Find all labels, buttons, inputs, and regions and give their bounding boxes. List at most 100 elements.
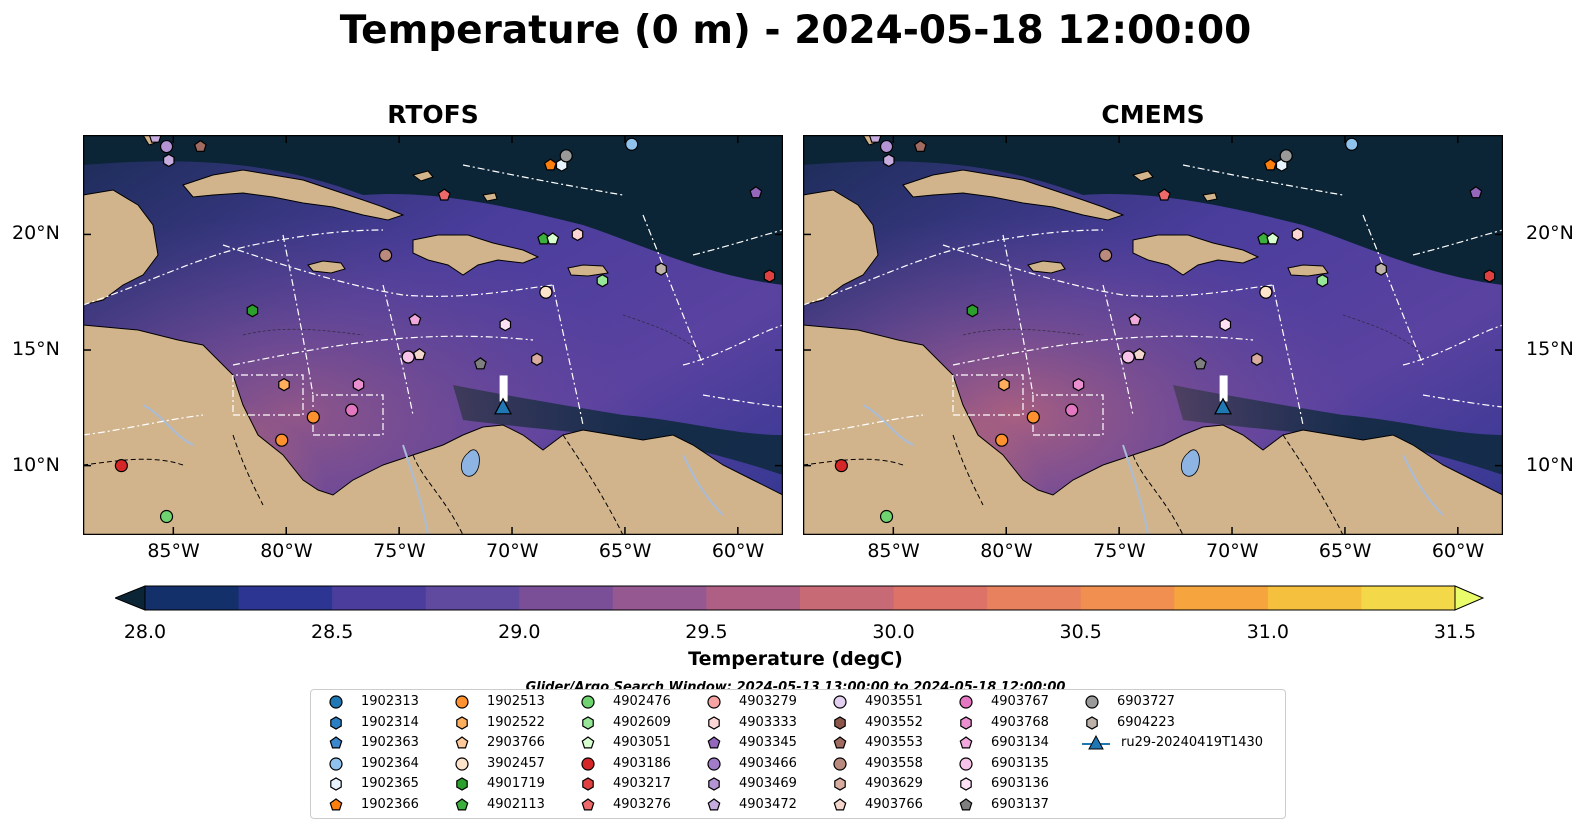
- legend-marker-icon: [581, 756, 595, 771]
- legend-marker-icon: [456, 715, 468, 730]
- float-marker: [543, 158, 557, 171]
- legend-marker-icon: [959, 695, 973, 709]
- float-marker: [499, 317, 512, 332]
- legend-item-label: 4903551: [865, 694, 923, 709]
- legend-item-label: 4903466: [739, 755, 797, 771]
- float-marker: [345, 403, 359, 417]
- legend-marker-icon: [833, 756, 847, 771]
- legend-marker-icon: [708, 715, 720, 730]
- colorbar-segment: [800, 586, 895, 610]
- float-marker: [1469, 186, 1483, 199]
- float-marker: [966, 304, 979, 318]
- float-marker: [559, 149, 573, 163]
- legend-marker-icon: [582, 715, 594, 730]
- float-marker: [378, 248, 393, 262]
- lon-tick-label: 80°W: [980, 540, 1033, 562]
- glider-marker: [494, 397, 512, 415]
- colorbar-segment: [1080, 586, 1175, 610]
- float-marker: [408, 313, 422, 326]
- float-marker: [571, 227, 584, 242]
- legend-item-label: 4903766: [865, 796, 923, 812]
- colorbar-tick-label: 28.5: [310, 621, 354, 643]
- legend: 1902313 1902314 1902363 1902364 1902365 19023…: [310, 689, 1286, 819]
- float-marker: [1065, 403, 1079, 417]
- legend-item-label: 6903136: [991, 776, 1049, 791]
- float-marker: [995, 433, 1009, 447]
- colorbar-segment: [1174, 586, 1269, 610]
- legend-item-label: 6903135: [991, 755, 1049, 771]
- colorbar-extend-max: [1454, 585, 1485, 611]
- float-marker: [1098, 248, 1113, 262]
- float-marker: [114, 459, 128, 473]
- lon-tick-label: 70°W: [1206, 540, 1259, 562]
- map-panel-cmems[interactable]: [803, 135, 1503, 535]
- float-marker: [1072, 378, 1085, 392]
- legend-item-label: 4903558: [865, 755, 923, 771]
- float-marker: [1128, 313, 1142, 326]
- float-marker: [834, 459, 848, 473]
- legend-item-label: 4901719: [487, 776, 545, 791]
- legend-marker-icon: [455, 797, 469, 810]
- legend-marker-icon: [833, 695, 847, 709]
- colorbar-segment: [706, 586, 801, 610]
- colorbar-label: Temperature (degC): [688, 648, 903, 670]
- float-marker: [1345, 137, 1359, 151]
- float-marker: [1251, 352, 1263, 366]
- legend-item-label: 1902366: [361, 796, 419, 812]
- lon-tick-label: 60°W: [711, 540, 765, 562]
- legend-marker-icon: [707, 695, 721, 709]
- colorbar-segment: [519, 586, 614, 610]
- float-marker: [1483, 269, 1496, 283]
- lat-tick-label-right: 10°N: [1526, 453, 1574, 476]
- legend-item-label: 1902364: [361, 755, 419, 771]
- colorbar-tick-label: 31.0: [1246, 621, 1289, 643]
- legend-item-label: 1902522: [487, 714, 545, 730]
- float-marker: [306, 410, 320, 424]
- float-marker: [159, 139, 174, 154]
- float-marker: [749, 186, 763, 199]
- float-marker: [546, 232, 560, 245]
- float-marker: [437, 188, 451, 201]
- legend-item-label: 4903276: [613, 796, 671, 812]
- float-marker: [1266, 232, 1280, 245]
- float-marker: [596, 274, 609, 288]
- float-marker: [879, 139, 894, 154]
- float-marker: [162, 153, 175, 168]
- legend-item-label: 4902609: [613, 714, 671, 730]
- float-marker: [763, 269, 776, 283]
- map-panel-rtofs[interactable]: [83, 135, 783, 535]
- float-marker: [473, 357, 487, 370]
- lat-tick-label-left: 15°N: [12, 338, 60, 361]
- legend-marker-icon: [1085, 695, 1099, 709]
- colorbar-tick-label: 29.5: [685, 621, 728, 643]
- legend-marker-icon: [1086, 715, 1098, 730]
- legend-item-label: 4903629: [865, 776, 923, 791]
- colorbar-segment: [425, 586, 520, 610]
- legend-item-label: 3902457: [487, 755, 545, 771]
- legend-item-label: 4903767: [991, 694, 1049, 709]
- legend-marker-icon: [455, 756, 469, 771]
- float-marker: [879, 509, 894, 524]
- legend-item-label: 6903137: [991, 796, 1049, 812]
- lat-tick-label-right: 15°N: [1526, 338, 1574, 361]
- float-marker: [275, 433, 289, 447]
- legend-marker-icon: [330, 777, 342, 791]
- lon-tick-label: 85°W: [867, 540, 920, 562]
- float-marker: [1219, 317, 1232, 332]
- legend-item-label: 4902476: [613, 694, 671, 709]
- legend-item-label: 1902365: [361, 776, 419, 791]
- legend-marker-icon: [329, 797, 343, 810]
- legend-marker-icon: [581, 736, 595, 749]
- legend-marker-icon: [330, 715, 342, 730]
- float-marker: [1193, 357, 1207, 370]
- colorbar-segment: [332, 586, 427, 610]
- colorbar-extend-min: [115, 585, 146, 611]
- colorbar-tick-label: 29.0: [498, 621, 541, 643]
- colorbar-segment: [238, 586, 333, 610]
- legend-item-label: 4903552: [865, 714, 923, 730]
- legend-marker-icon: [456, 777, 468, 791]
- legend-marker-icon: [960, 777, 972, 791]
- colorbar-segment: [893, 586, 988, 610]
- float-marker: [352, 378, 365, 392]
- float-marker: [539, 285, 553, 299]
